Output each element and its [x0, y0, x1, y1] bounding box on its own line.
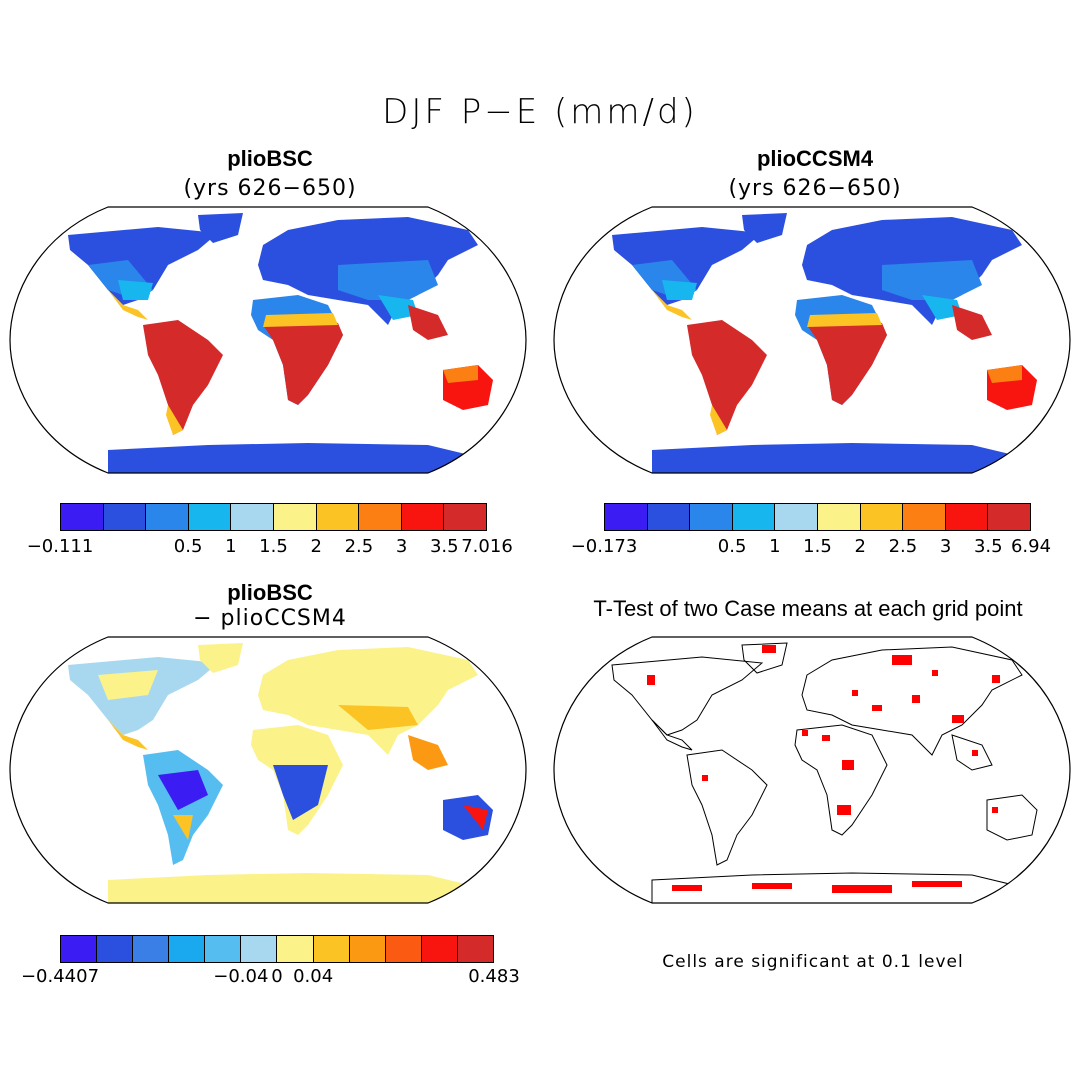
colorbar-swatch: [421, 936, 458, 962]
colorbar-tick-label: 2: [310, 536, 322, 557]
colorbar-tick-label: −0.04: [213, 966, 269, 987]
colorbar-tick-label: −0.173: [570, 536, 638, 557]
colorbar-tick-label: 2: [854, 536, 866, 557]
colorbar-tick-label: 2.5: [888, 536, 918, 557]
colorbar-swatch: [188, 504, 232, 530]
map-bottom-left: [9, 636, 527, 904]
panel-title-bottom-left: plioBSC: [227, 580, 313, 605]
colorbar-tick-label: 0.483: [468, 966, 520, 987]
colorbar-tick-label: 3: [395, 536, 408, 557]
colorbar-swatch: [61, 504, 104, 530]
colorbar-swatch: [103, 504, 147, 530]
map-top-left: [9, 206, 527, 474]
colorbar-tick-label: 0.04: [293, 966, 334, 987]
colorbar-swatch: [205, 936, 242, 962]
colorbar-top-left: [60, 503, 487, 531]
panel-title-top-right: plioCCSM4: [756, 146, 874, 171]
colorbar-tick-label: 1.5: [803, 536, 832, 557]
colorbar-swatch: [277, 936, 314, 962]
colorbar-swatch: [146, 504, 189, 530]
colorbar-tick-label: 7.016: [461, 536, 513, 557]
panel-subtitle-top-left: (yrs 626−650): [183, 176, 357, 201]
colorbar-swatch: [169, 936, 206, 962]
colorbar-tick-label: 1.5: [259, 536, 288, 557]
colorbar-swatch: [945, 504, 989, 530]
colorbar-top-right: [604, 503, 1031, 531]
colorbar-tick-label: 2.5: [344, 536, 374, 557]
panel-title-bottom-right: T-Test of two Case means at each grid po…: [593, 596, 1023, 621]
figure-title: DJF P−E (mm/d): [382, 92, 698, 132]
colorbar-swatch: [775, 504, 818, 530]
colorbar-tick-label: 0.5: [717, 536, 747, 557]
colorbar-swatch: [273, 504, 317, 530]
colorbar-swatch: [359, 504, 402, 530]
colorbar-tick-label: 1: [769, 536, 781, 557]
colorbar-swatch: [401, 504, 445, 530]
colorbar-swatch: [647, 504, 691, 530]
panel-title-top-left: plioBSC: [227, 146, 313, 171]
colorbar-bottom-left: [60, 935, 494, 963]
colorbar-tick-label: −0.4407: [20, 966, 100, 987]
map-top-right: [553, 206, 1071, 474]
colorbar-swatch: [385, 936, 422, 962]
colorbar-swatch: [605, 504, 648, 530]
colorbar-swatch: [860, 504, 904, 530]
colorbar-tick-label: 6.94: [1010, 536, 1052, 557]
significance-note: Cells are significant at 0.1 level: [662, 952, 964, 972]
colorbar-swatch: [903, 504, 946, 530]
colorbar-tick-label: 0: [271, 966, 283, 987]
panel-subtitle-bottom-left: − plioCCSM4: [193, 606, 347, 631]
colorbar-tick-label: 0.5: [173, 536, 203, 557]
map-bottom-right: [553, 636, 1071, 904]
colorbar-swatch: [316, 504, 360, 530]
colorbar-tick-label: 1: [225, 536, 237, 557]
colorbar-swatch: [732, 504, 776, 530]
colorbar-swatch: [97, 936, 134, 962]
colorbar-tick-label: 3: [939, 536, 952, 557]
colorbar-tick-label: 3.5: [429, 536, 459, 557]
colorbar-swatch: [313, 936, 350, 962]
colorbar-tick-label: 3.5: [973, 536, 1003, 557]
colorbar-swatch: [133, 936, 170, 962]
colorbar-swatch: [457, 936, 493, 962]
colorbar-swatch: [988, 504, 1030, 530]
significance-dots: [647, 645, 1000, 893]
colorbar-tick-label: −0.111: [26, 536, 94, 557]
colorbar-swatch: [690, 504, 733, 530]
colorbar-swatch: [61, 936, 98, 962]
colorbar-swatch: [241, 936, 278, 962]
colorbar-swatch: [231, 504, 274, 530]
panel-subtitle-top-right: (yrs 626−650): [728, 176, 902, 201]
colorbar-swatch: [349, 936, 386, 962]
colorbar-swatch: [444, 504, 486, 530]
colorbar-swatch: [817, 504, 861, 530]
